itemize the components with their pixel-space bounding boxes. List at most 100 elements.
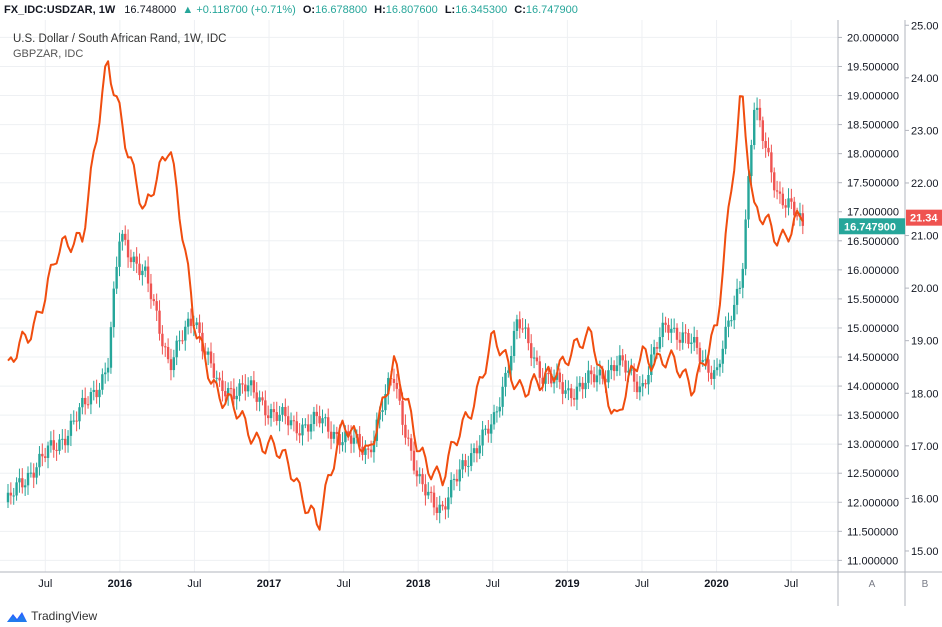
candle-body	[570, 388, 573, 399]
candle-body	[727, 320, 730, 327]
candle-body	[675, 327, 679, 340]
candle-body	[266, 415, 270, 419]
candle-body	[269, 409, 273, 419]
candle-body	[158, 310, 161, 334]
candle-body	[472, 448, 476, 454]
candle-body	[18, 478, 21, 483]
usdzar-last-price-badge	[839, 218, 905, 235]
candle-body	[641, 383, 644, 387]
candle-body	[372, 440, 376, 453]
time-axis-label: 2016	[108, 578, 132, 590]
high-label: H:	[374, 4, 386, 16]
candle-body	[181, 340, 184, 342]
candle-body	[449, 479, 453, 498]
left-scale-tick-label: 16.000000	[847, 265, 899, 277]
candle-body	[733, 304, 736, 321]
open-value: 16.678800	[315, 4, 368, 16]
candle-body	[38, 453, 41, 468]
candle-body	[327, 417, 330, 432]
candle-body	[112, 288, 115, 328]
right-scale-tick-label: 23.00	[911, 125, 939, 137]
low-label: L:	[444, 4, 456, 16]
candle-body	[155, 301, 158, 311]
candle-body	[452, 478, 456, 480]
candle-body	[49, 440, 53, 446]
candle-body	[95, 389, 98, 398]
candle-body	[344, 431, 347, 443]
candle-body	[753, 109, 756, 146]
candle-body	[289, 420, 293, 426]
candle-body	[724, 326, 727, 349]
candle-body	[21, 478, 24, 488]
candle-body	[312, 411, 316, 425]
candle-body	[364, 448, 367, 455]
candle-body	[524, 327, 527, 329]
candle-body	[790, 198, 793, 202]
symbol-title[interactable]: FX_IDC:USDZAR, 1W	[4, 4, 116, 16]
main-series-legend[interactable]: U.S. Dollar / South African Rand, 1W, ID…	[13, 33, 227, 45]
candle-body	[258, 397, 261, 402]
candle-body	[481, 429, 484, 446]
candle-body	[692, 336, 696, 343]
candle-body	[501, 386, 504, 407]
candle-body	[195, 322, 198, 326]
candle-body	[138, 263, 141, 276]
candle-body	[595, 375, 599, 383]
candle-body	[175, 340, 178, 358]
candle-body	[572, 398, 576, 400]
time-axis-label: 2020	[704, 578, 728, 590]
candle-body	[75, 420, 78, 422]
tradingview-brand[interactable]: TradingView	[6, 606, 97, 626]
candle-body	[186, 318, 190, 327]
usdzar-candles	[6, 97, 805, 524]
candle-body	[43, 456, 47, 458]
candle-body	[92, 389, 95, 393]
left-scale-tick-label: 13.000000	[847, 439, 899, 451]
auto-scale-button[interactable]: A	[869, 579, 876, 590]
candle-body	[335, 431, 338, 435]
candle-body	[598, 369, 602, 376]
candle-body	[793, 201, 796, 216]
candle-body	[161, 333, 164, 347]
candle-body	[324, 417, 327, 419]
candle-body	[512, 330, 516, 357]
candle-body	[438, 504, 441, 513]
candle-body	[169, 359, 173, 371]
candle-body	[787, 198, 790, 208]
candle-body	[541, 377, 544, 384]
candle-body	[41, 453, 44, 457]
candle-body	[235, 395, 238, 400]
change-value: +0.118700 (+0.71%)	[196, 4, 296, 16]
candle-body	[412, 450, 416, 471]
candle-body	[521, 328, 524, 330]
candle-body	[241, 383, 244, 385]
time-axis-label: 2019	[555, 578, 579, 590]
candle-body	[610, 365, 613, 371]
left-scale-tick-label: 17.000000	[847, 207, 899, 219]
scale-b-button[interactable]: B	[922, 579, 929, 590]
time-axis-label: Jul	[187, 578, 201, 590]
candle-body	[518, 319, 521, 329]
candle-body	[527, 327, 530, 344]
candle-body	[530, 343, 533, 359]
candle-body	[632, 368, 636, 382]
candle-body	[690, 342, 693, 344]
candle-body	[315, 411, 318, 417]
price-chart[interactable]: 20.000000 19.500000 19.000000 18.500000 18.0…	[0, 20, 942, 606]
candle-body	[226, 388, 230, 397]
candle-body	[564, 390, 567, 394]
candle-body	[46, 445, 50, 458]
right-scale-tick-label: 19.00	[911, 336, 939, 348]
overlay-series-legend[interactable]: GBPZAR, IDC	[13, 48, 84, 60]
right-scale-tick-label: 21.00	[911, 231, 939, 243]
candle-body	[369, 449, 373, 453]
right-scale-tick-label: 20.00	[911, 283, 939, 295]
candle-body	[58, 439, 61, 451]
candle-body	[61, 438, 64, 440]
right-scale-tick-label: 17.00	[911, 441, 939, 453]
candle-body	[109, 327, 113, 368]
candle-body	[429, 491, 433, 493]
candle-body	[487, 428, 490, 434]
candle-body	[255, 392, 258, 402]
usdzar-last-price-label: 16.747900	[844, 221, 896, 233]
